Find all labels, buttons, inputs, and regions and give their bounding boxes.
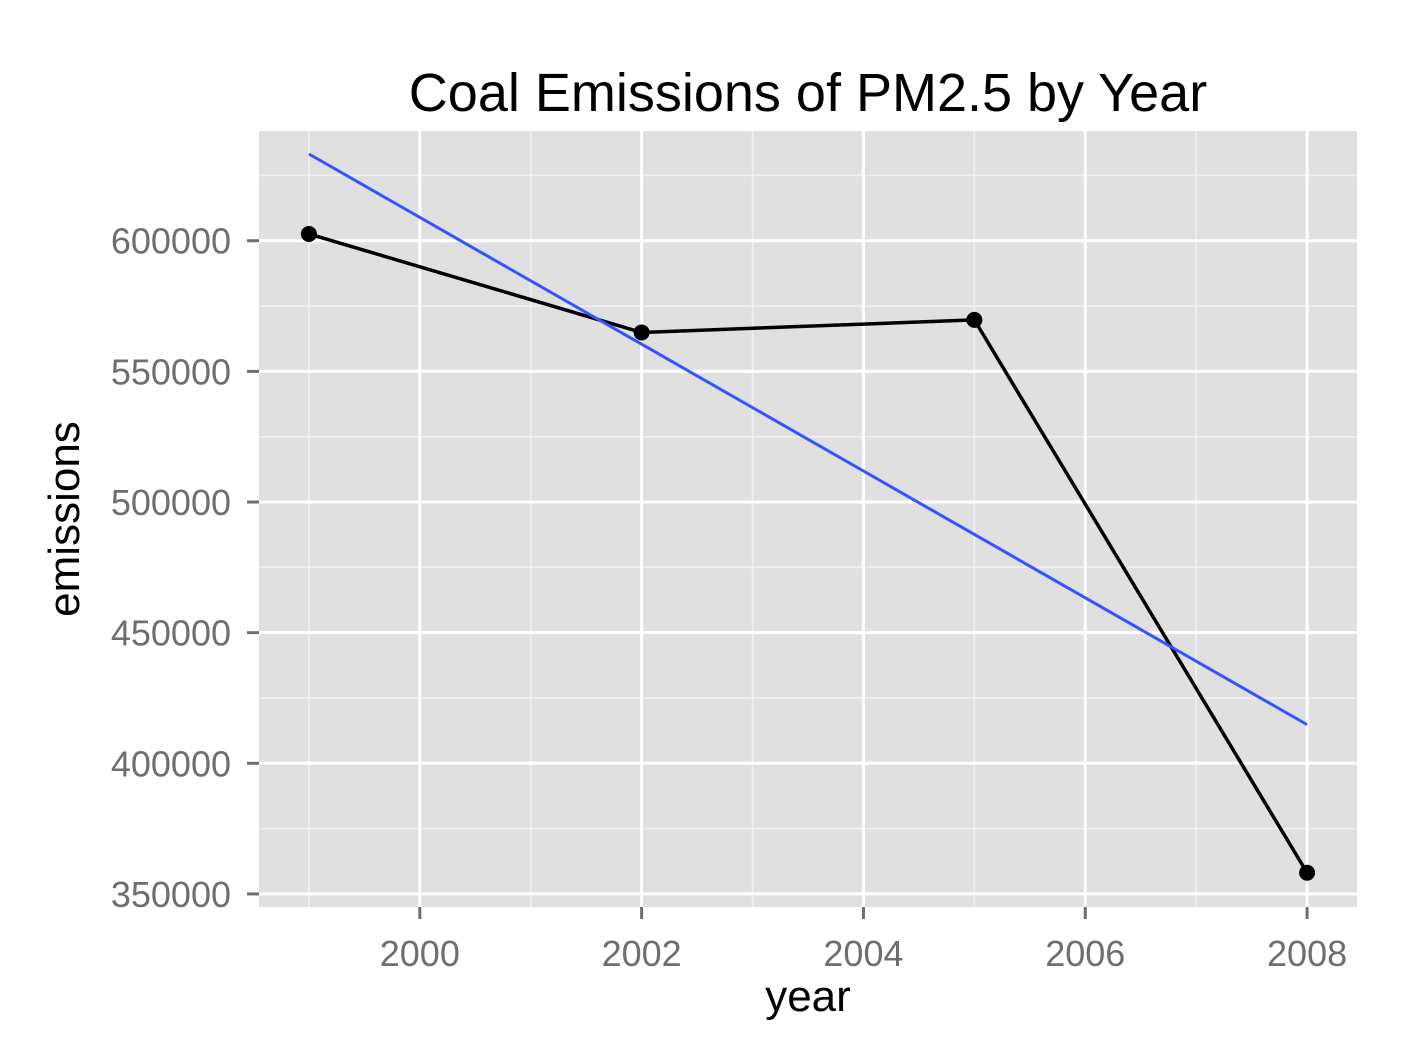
y-tick-label: 500000 [111, 482, 231, 523]
x-axis-title: year [765, 972, 851, 1021]
panel-background [259, 131, 1357, 907]
data-point [300, 225, 317, 242]
trend-line [308, 152, 1308, 726]
emissions-line [308, 232, 1309, 874]
data-point [966, 311, 983, 328]
x-tick-label: 2000 [380, 933, 460, 974]
y-tick-label: 600000 [111, 221, 231, 262]
x-tick-label: 2008 [1267, 933, 1347, 974]
y-tick-label: 450000 [111, 613, 231, 654]
chart-title: Coal Emissions of PM2.5 by Year [408, 63, 1208, 123]
x-tick-label: 2004 [823, 933, 903, 974]
y-tick-label: 350000 [111, 874, 231, 915]
x-tick-label: 2006 [1045, 933, 1125, 974]
x-tick-label: 2002 [602, 933, 682, 974]
y-tick-label: 550000 [111, 351, 231, 392]
data-point [1299, 864, 1316, 881]
data-point [633, 324, 650, 341]
y-tick-label: 400000 [111, 743, 231, 784]
